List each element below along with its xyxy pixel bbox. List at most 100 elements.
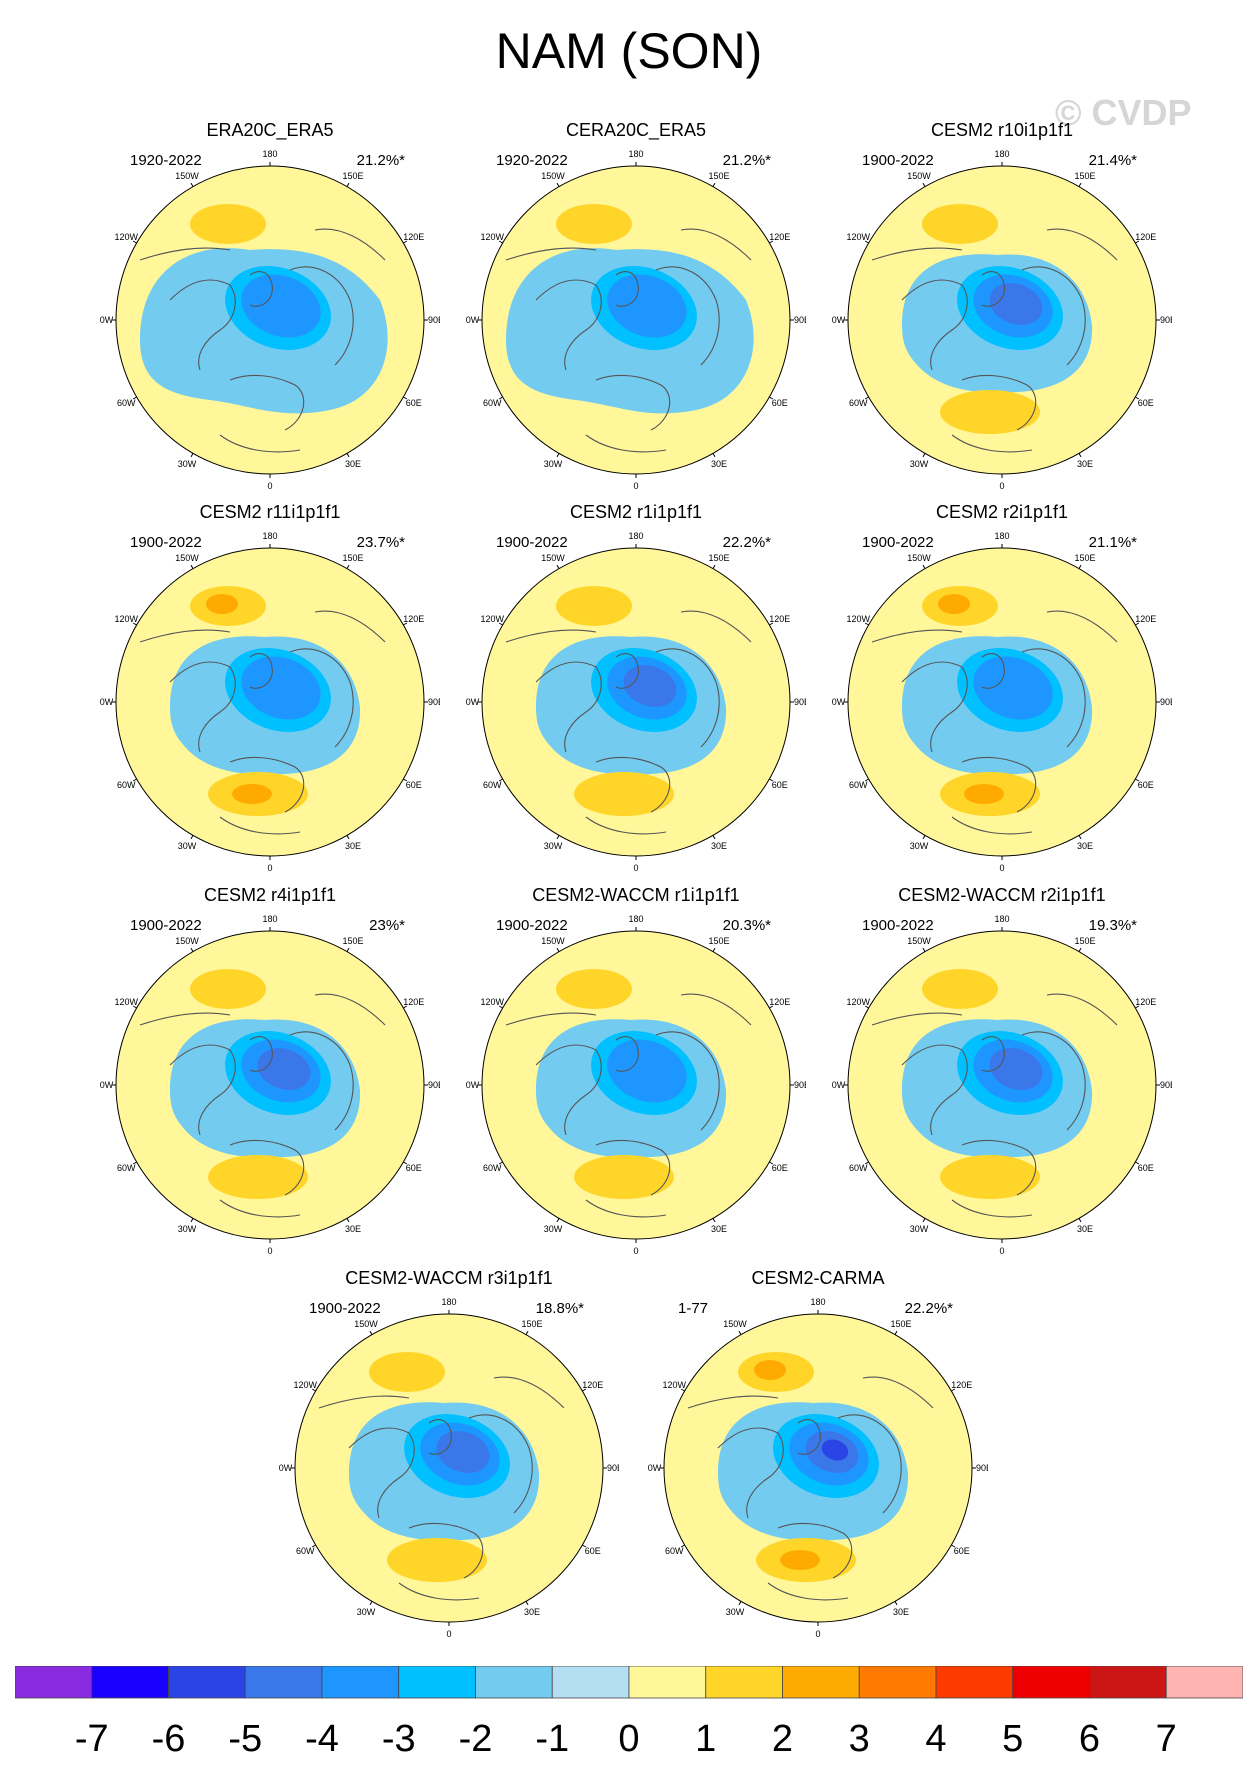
colorbar-label: -1 (535, 1718, 570, 1760)
longitude-tick (556, 182, 560, 187)
watermark: © CVDP (1055, 92, 1192, 133)
longitude-label: 60E (954, 1546, 970, 1556)
panel-years: 1900-2022 (862, 152, 934, 169)
anomaly-contour-pos2-atlantic (232, 784, 272, 804)
longitude-tick (1078, 947, 1082, 952)
longitude-label: 90W (832, 697, 846, 707)
coastline (901, 661, 968, 753)
coastline (655, 1031, 720, 1131)
colorbar-label: 1 (695, 1718, 717, 1760)
polar-map: 180 150E 120E 90E 60E 30E 0 30W 60W 90W 120W 150W (466, 915, 806, 1255)
longitude-label: 60E (772, 398, 788, 408)
coastline (249, 271, 273, 307)
longitude-label: 180 (994, 532, 1009, 541)
panel-title: CESM2-CARMA (751, 1268, 885, 1288)
longitude-tick (346, 947, 350, 952)
longitude-label: 90W (832, 1080, 846, 1090)
polar-map: 180 150E 120E 90E 60E 30E 0 30W 60W 90W 120W 150W (832, 532, 1172, 872)
longitude-tick (525, 1601, 529, 1606)
colorbar-swatch (15, 1666, 93, 1699)
colorbar-swatch (705, 1666, 783, 1699)
panel-percent-variance: 22.2%* (904, 1300, 953, 1317)
longitude-tick (922, 835, 926, 840)
coastline (229, 756, 305, 813)
coastline (348, 1427, 415, 1519)
longitude-tick (864, 1161, 869, 1165)
coastline (961, 1139, 1037, 1196)
longitude-label: 120W (293, 1380, 317, 1390)
coastline (505, 1012, 597, 1026)
panel-percent-variance: 21.2%* (356, 152, 405, 169)
longitude-label: 60W (849, 1163, 868, 1173)
map-panel: 180 150E 120E 90E 60E 30E 0 30W 60W 90W 120W 150W CE… (100, 885, 440, 1255)
map-panel: 180 150E 120E 90E 60E 30E 0 30W 60W 90W 120W 150W CE… (832, 502, 1172, 872)
longitude-label: 120W (846, 997, 870, 1007)
longitude-tick (346, 182, 350, 187)
anomaly-contour-pos1-atlantic (940, 390, 1040, 434)
coastline (1046, 993, 1118, 1026)
coastline (1046, 228, 1118, 261)
longitude-label: 150E (708, 171, 729, 181)
coastline (595, 374, 671, 431)
longitude-tick (769, 396, 774, 400)
coastline (139, 1012, 231, 1026)
panel-years: 1920-2022 (130, 152, 202, 169)
longitude-label: 150E (1074, 171, 1095, 181)
longitude-label: 60E (1138, 398, 1154, 408)
coastline (687, 1395, 779, 1409)
longitude-label: 30E (711, 841, 727, 851)
longitude-tick (346, 1218, 350, 1223)
anomaly-contour-pos1-atlantic (208, 1155, 308, 1199)
colorbar (15, 1666, 1243, 1699)
colorbar-swatch (628, 1666, 707, 1699)
longitude-tick (864, 622, 869, 626)
panel-years: 1900-2022 (496, 917, 568, 934)
longitude-label: 30E (711, 459, 727, 469)
longitude-tick (498, 240, 503, 244)
longitude-label: 30W (178, 841, 197, 851)
colorbar-label: 6 (1078, 1718, 1101, 1760)
panel-percent-variance: 21.1%* (1088, 534, 1137, 551)
longitude-label: 150E (1074, 553, 1095, 563)
longitude-label: 30W (910, 1224, 929, 1234)
coastline (535, 661, 602, 753)
coastline (871, 247, 963, 261)
anomaly-contour-pos1-pacific (190, 204, 266, 244)
colorbar-label: 7 (1155, 1718, 1177, 1760)
anomaly-contour-pos2-pacific (754, 1360, 786, 1380)
panel-title: CESM2 r11i1p1f1 (199, 502, 341, 522)
longitude-tick (369, 1330, 373, 1335)
longitude-label: 90W (466, 315, 480, 325)
coastline (680, 228, 752, 261)
colorbar-label: -7 (74, 1718, 109, 1760)
coastline (595, 1139, 671, 1196)
polar-map: 180 150E 120E 90E 60E 30E 0 30W 60W 90W 120W 150W (100, 150, 440, 490)
longitude-tick (769, 1005, 774, 1009)
coastline (289, 648, 354, 748)
longitude-tick (498, 396, 503, 400)
longitude-label: 150E (342, 936, 363, 946)
coastline (595, 756, 671, 813)
longitude-label: 150W (354, 1319, 378, 1329)
longitude-tick (403, 396, 408, 400)
panel-title: CESM2-WACCM r2i1p1f1 (898, 885, 1106, 905)
longitude-label: 90W (100, 697, 114, 707)
longitude-tick (1078, 1218, 1082, 1223)
longitude-tick (864, 396, 869, 400)
map-panel: 180 150E 120E 90E 60E 30E 0 30W 60W 90W 120W 150W CE… (648, 1268, 988, 1638)
longitude-label: 60W (296, 1546, 315, 1556)
anomaly-contour-pos1-atlantic (940, 1155, 1040, 1199)
longitude-tick (311, 1544, 316, 1548)
panel-title: CESM2 r1i1p1f1 (569, 502, 703, 522)
longitude-label: 0 (633, 863, 638, 872)
longitude-label: 180 (994, 915, 1009, 924)
longitude-tick (556, 564, 560, 569)
colorbar-label: -5 (228, 1718, 263, 1760)
coastline (717, 1427, 784, 1519)
anomaly-contour-pos1-atlantic (574, 772, 674, 816)
anomaly-contour-pos1-pacific (556, 969, 632, 1009)
longitude-tick (498, 1005, 503, 1009)
longitude-label: 150W (723, 1319, 747, 1329)
longitude-label: 120E (403, 614, 424, 624)
panel-percent-variance: 23.7%* (356, 534, 405, 551)
